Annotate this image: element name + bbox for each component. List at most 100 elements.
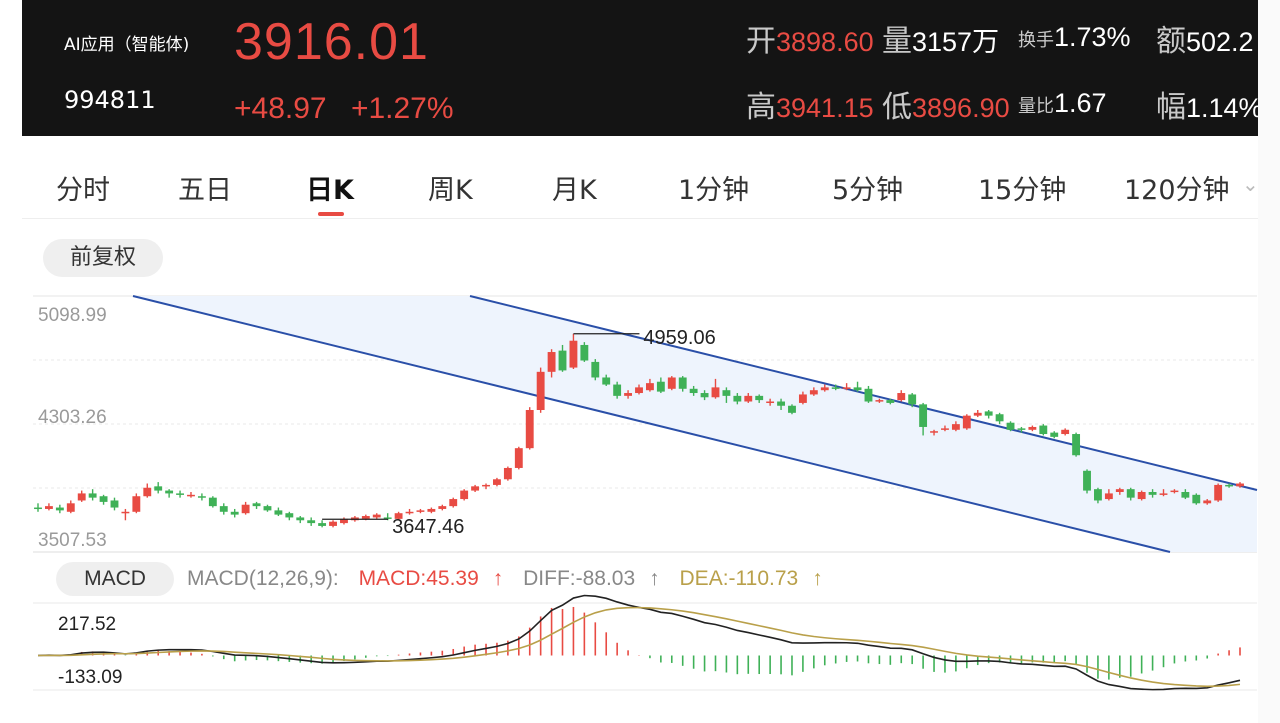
candle-body-36 (427, 508, 436, 512)
chevron-down-icon[interactable]: ⌄ (1242, 172, 1259, 196)
candle-body-67 (766, 401, 775, 404)
candle-body-62 (711, 387, 720, 398)
candle-body-16 (208, 497, 217, 507)
channel-lower-line (132, 295, 1171, 553)
candle-body-91 (1028, 426, 1037, 430)
current-price: 3916.01 (234, 13, 429, 71)
candle-body-47 (547, 352, 556, 372)
adjust-button[interactable]: 前复权 (43, 239, 163, 277)
candle-body-27 (329, 521, 337, 526)
candle-body-72 (820, 387, 829, 391)
index-name: AI应用（智能体) (64, 35, 190, 55)
candle-body-73 (831, 387, 840, 389)
candle-body-6 (99, 496, 108, 502)
candle-body-44 (514, 448, 523, 468)
candle-body-94 (1061, 429, 1070, 435)
macd-params: MACD(12,26,9): (187, 567, 339, 590)
candle-body-61 (700, 393, 709, 398)
y-tick-label-2: 3507.53 (38, 530, 107, 551)
candle-body-109 (1225, 484, 1234, 487)
candle-body-77 (875, 400, 884, 402)
dea-value: DEA:-110.73 ↑ (679, 567, 823, 590)
candle-body-7 (110, 500, 119, 508)
stat-amplitude: 幅1.14% (1156, 90, 1258, 125)
tab-120-minute[interactable]: 120分钟 (1124, 175, 1230, 206)
candle-body-20 (252, 503, 261, 507)
candle-body-40 (471, 486, 480, 491)
candle-body-10 (143, 487, 152, 497)
candle-body-82 (930, 431, 938, 433)
candle-body-39 (460, 490, 469, 500)
scrollbar[interactable] (1258, 0, 1280, 723)
candle-body-104 (1170, 490, 1179, 493)
tab-weekly-k[interactable]: 周K (428, 175, 473, 206)
macd-y-tick-1: -133.09 (58, 667, 122, 688)
candle-body-95 (1072, 434, 1081, 456)
candle-body-106 (1192, 494, 1201, 504)
candle-body-110 (1236, 483, 1244, 487)
stat-amount: 额502.2 (1156, 24, 1254, 59)
candle-body-90 (1017, 428, 1026, 430)
channel-upper-line (469, 295, 1258, 491)
candle-body-68 (777, 401, 785, 406)
tab-monthly-k[interactable]: 月K (552, 175, 597, 206)
candle-body-71 (809, 390, 818, 395)
candle-body-58 (667, 377, 676, 389)
candle-body-41 (482, 484, 490, 487)
candle-body-60 (689, 388, 698, 394)
candle-body-69 (788, 405, 796, 413)
candle-body-19 (241, 504, 250, 514)
stat-volume: 量3157万 (882, 24, 1000, 59)
change-value: +48.97 (234, 92, 327, 125)
tab-five-day[interactable]: 五日 (178, 175, 232, 206)
candle-body-0 (34, 507, 42, 510)
candle-body-13 (176, 493, 184, 495)
candle-body-23 (285, 513, 294, 518)
candle-body-52 (602, 377, 611, 385)
candle-body-3 (66, 503, 75, 512)
tab-intraday[interactable]: 分时 (56, 175, 110, 206)
candle-body-12 (165, 490, 174, 494)
candle-body-85 (962, 415, 971, 429)
macd-button[interactable]: MACD (56, 562, 174, 596)
candle-body-30 (361, 516, 370, 519)
stat-high: 高3941.15 (746, 90, 874, 125)
candle-body-51 (591, 361, 600, 378)
candle-body-53 (613, 384, 622, 396)
candle-body-8 (121, 511, 130, 514)
candle-body-100 (1126, 489, 1135, 498)
candle-body-107 (1203, 500, 1212, 504)
diff-line (37, 594, 1241, 691)
dea-line (37, 606, 1241, 688)
candle-body-70 (798, 394, 807, 403)
candle-body-81 (919, 404, 928, 427)
tab-5-minute[interactable]: 5分钟 (832, 175, 904, 206)
tab-15-minute[interactable]: 15分钟 (978, 175, 1067, 206)
candle-body-57 (656, 381, 665, 392)
change-percent: +1.27% (350, 92, 454, 125)
candle-body-5 (88, 493, 97, 498)
period-tabs: 分时 五日 日K 周K 月K 1分钟 5分钟 15分钟 120分钟 ⌄ (22, 150, 1259, 219)
candle-body-88 (995, 414, 1004, 422)
candle-body-96 (1083, 470, 1091, 491)
tab-1-minute[interactable]: 1分钟 (678, 175, 750, 206)
candle-body-75 (853, 387, 862, 391)
candle-body-48 (558, 350, 567, 371)
candle-body-45 (525, 409, 534, 449)
candle-body-2 (55, 507, 64, 511)
candle-body-93 (1050, 432, 1059, 437)
candle-body-49 (569, 340, 578, 368)
candle-body-43 (503, 467, 512, 480)
quote-header: AI应用（智能体) 994811 3916.01 +48.97 +1.27% 开… (22, 0, 1258, 136)
tab-daily-k[interactable]: 日K (306, 175, 354, 206)
candle-body-1 (44, 506, 53, 509)
candle-body-17 (219, 506, 228, 512)
candle-body-26 (318, 523, 327, 526)
candle-body-14 (187, 494, 195, 497)
candle-body-103 (1159, 493, 1168, 495)
candle-body-34 (405, 511, 414, 514)
candle-body-66 (755, 395, 764, 401)
active-tab-indicator (318, 212, 344, 216)
high-annotation-label: 4959.06 (643, 327, 715, 349)
low-annotation-label: 3647.46 (392, 516, 464, 538)
